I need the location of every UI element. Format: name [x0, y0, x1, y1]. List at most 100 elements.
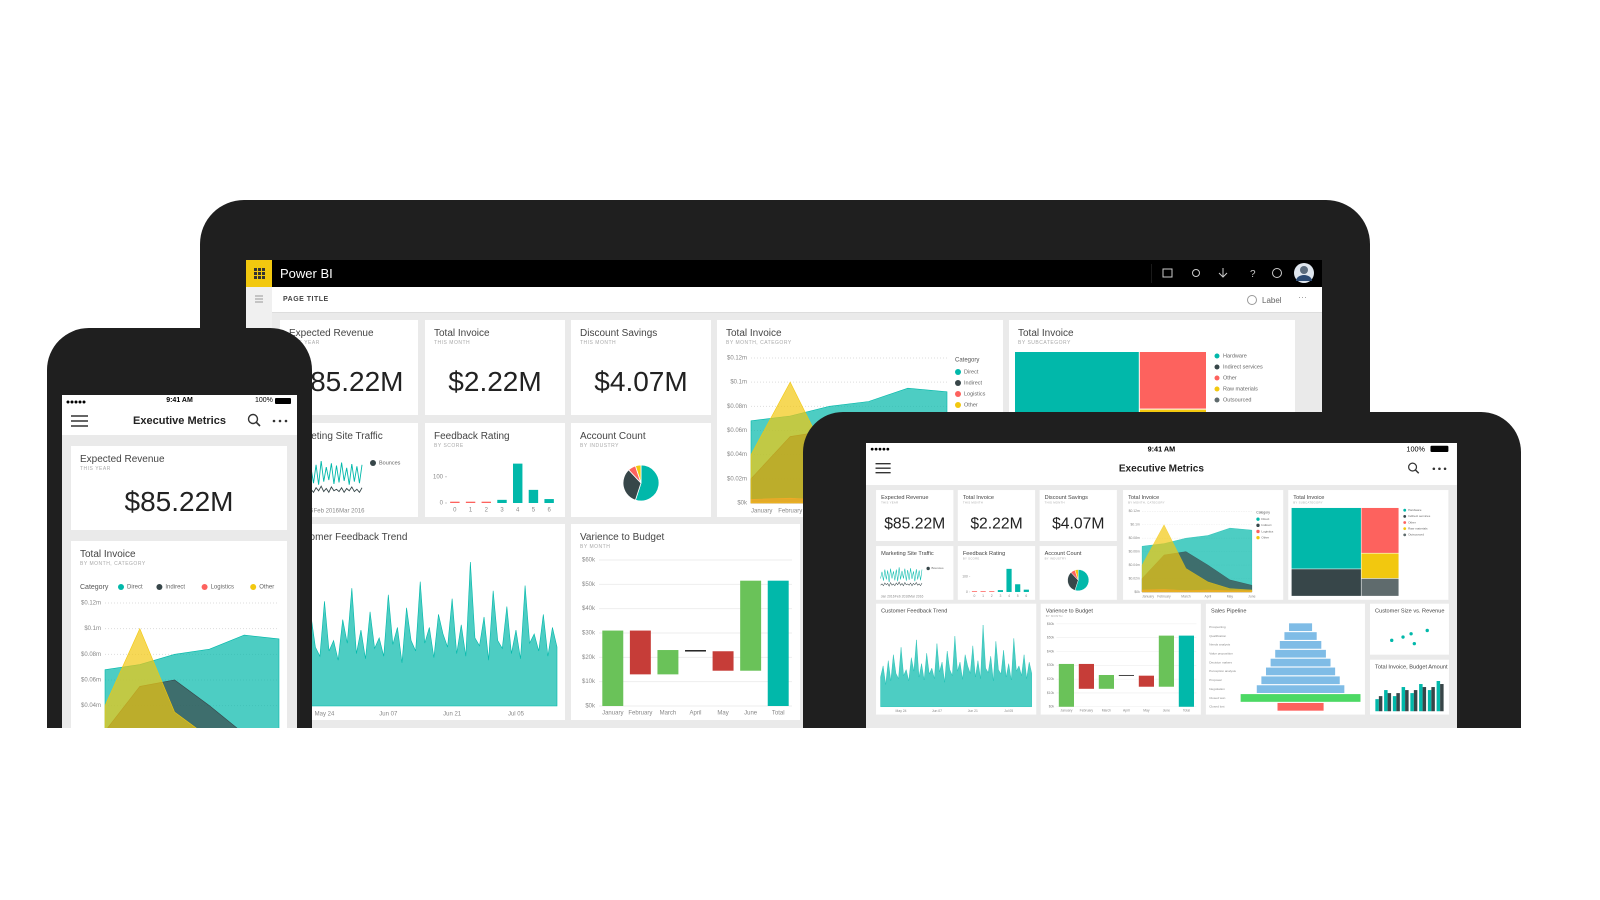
bar — [989, 591, 995, 592]
x-tick-label: January — [1060, 709, 1072, 713]
tile-subtitle: BY MONTH — [1045, 614, 1063, 619]
x-tick-label: March — [1102, 709, 1111, 713]
x-tick-label: 0 — [974, 594, 976, 598]
y-tick-label: $20k — [582, 655, 596, 661]
y-tick-label: $0.12m — [1129, 509, 1140, 513]
stage-label: Closed won — [1209, 696, 1225, 700]
legend-marker — [1214, 375, 1220, 381]
x-tick-label: February — [1080, 709, 1094, 713]
header-actions[interactable] — [246, 413, 290, 429]
y-tick-label: 100 — [962, 574, 968, 578]
battery-icon — [275, 398, 291, 404]
x-tick-label: Jun 21 — [968, 709, 978, 713]
x-tick-label: 1 — [469, 508, 473, 514]
funnel-bar — [1284, 632, 1317, 640]
bar — [1436, 681, 1441, 712]
bar — [528, 489, 539, 503]
x-tick-label: Jan 2016 — [881, 594, 895, 598]
y-tick-label: $0.06m — [1129, 550, 1140, 554]
bar — [513, 463, 523, 503]
tile-title: Total Invoice — [1128, 494, 1160, 501]
tile-title: Sales Pipeline — [1210, 608, 1247, 615]
legend-marker — [926, 566, 930, 571]
menu-button[interactable] — [875, 462, 892, 474]
bar — [1015, 584, 1021, 592]
kpi-value: $4.07M — [594, 366, 688, 397]
chart: Hardware Indirect services Other Raw materi… — [1291, 507, 1431, 596]
x-tick-label: 2 — [485, 508, 489, 514]
kpi-value: $85.22M — [884, 514, 946, 533]
tile: Varience to Budget BY MONTH $0k $10k $20k $30… — [1040, 603, 1201, 715]
x-tick-label: January — [1142, 594, 1154, 598]
page-title: PAGE TITLE — [283, 296, 329, 303]
chart: $0k $0.02m $0.04m $0.06m $0.08m $0.1m $0.12m Ja… — [1129, 509, 1274, 598]
legend-marker — [1403, 508, 1407, 512]
bar — [465, 501, 476, 503]
bar — [1396, 693, 1400, 712]
dashboard: Expected Revenue THIS YEAR $85.22M Total In… — [246, 260, 1322, 728]
bar — [1384, 690, 1388, 712]
x-tick-label: April — [689, 711, 701, 717]
tile: Sales Pipeline Prospecting Qualification Ne… — [1205, 603, 1365, 715]
svg-text:?: ? — [1250, 269, 1256, 280]
x-tick-label: 2 — [991, 594, 993, 598]
more-menu[interactable]: ··· — [1298, 292, 1307, 302]
funnel-bar — [1256, 685, 1345, 693]
legend-label: Other — [1223, 375, 1237, 381]
legend-label: Bounces — [379, 460, 401, 466]
y-tick-label: $0k — [1049, 705, 1055, 709]
legend-label: Indirect — [1261, 523, 1271, 527]
scatter-point — [1425, 628, 1429, 633]
x-tick-label: 0 — [453, 508, 457, 514]
pie-slice — [622, 469, 642, 501]
bar — [1378, 696, 1383, 712]
toolbar-icons: ? — [1151, 263, 1314, 283]
y-tick-label: $0.08m — [727, 404, 747, 410]
stage-label: Proposal — [1209, 678, 1221, 682]
funnel-bar — [1265, 667, 1336, 676]
tile-title: Marketing Site Traffic — [881, 550, 934, 557]
legend-label: Other — [1408, 520, 1416, 524]
y-tick-label: $0k — [1134, 590, 1140, 594]
app-launcher[interactable] — [246, 260, 272, 287]
tile: Total Invoice THIS MONTH $2.22M — [957, 490, 1036, 541]
y-tick-label: $10k — [582, 679, 596, 685]
tile-subtitle: BY MONTH, CATEGORY — [80, 561, 146, 567]
kpi-value: $4.07M — [1052, 514, 1105, 533]
bar — [1427, 690, 1432, 712]
x-tick-label: 3 — [500, 508, 504, 514]
y-tick-label: $30k — [582, 631, 596, 637]
x-tick-label: May — [717, 711, 728, 717]
tile-title: Total Invoice — [80, 549, 136, 560]
dashboard: Expected Revenue THIS YEAR $85.22M Total In… — [62, 395, 297, 728]
tile-title: Discount Savings — [580, 328, 658, 339]
stage-label: Qualification — [1209, 634, 1226, 638]
legend-marker — [1403, 533, 1407, 537]
legend-marker — [1214, 353, 1220, 359]
tile-title: Expected Revenue — [289, 328, 374, 339]
phone: 9:41 AM 100% Executive Metrics Expected … — [47, 328, 312, 728]
header-actions[interactable] — [1406, 461, 1451, 476]
chart — [1390, 628, 1429, 646]
x-tick-label: 6 — [1025, 594, 1027, 598]
legend-marker — [1256, 517, 1260, 521]
funnel-bar — [1240, 694, 1361, 702]
x-tick-label: Feb 2016 — [895, 594, 909, 598]
tile-subtitle: THIS YEAR — [881, 501, 899, 505]
total-bar — [1178, 635, 1194, 707]
legend-label: Other — [259, 585, 274, 591]
legend-marker — [1214, 397, 1220, 403]
kpi-value: $2.22M — [970, 514, 1023, 533]
screen: 9:41 AM 100% Executive Metrics Expected … — [866, 443, 1457, 728]
area — [1141, 524, 1253, 593]
scene: Power BI ? PAGE TITLE Label ··· Expected… — [47, 200, 1521, 728]
legend-marker — [156, 584, 163, 590]
tile: Total Invoice BY SUBCATEGORY Hardware Indir… — [1288, 490, 1449, 600]
menu-button[interactable] — [70, 414, 90, 428]
nav-toggle[interactable] — [246, 287, 272, 307]
bar — [1440, 684, 1444, 712]
waterfall-bar — [629, 630, 651, 675]
bar — [1422, 687, 1427, 712]
tile-title: Total Invoice, Budget Amount — [1375, 664, 1448, 671]
label-button[interactable]: Label — [1262, 296, 1282, 305]
